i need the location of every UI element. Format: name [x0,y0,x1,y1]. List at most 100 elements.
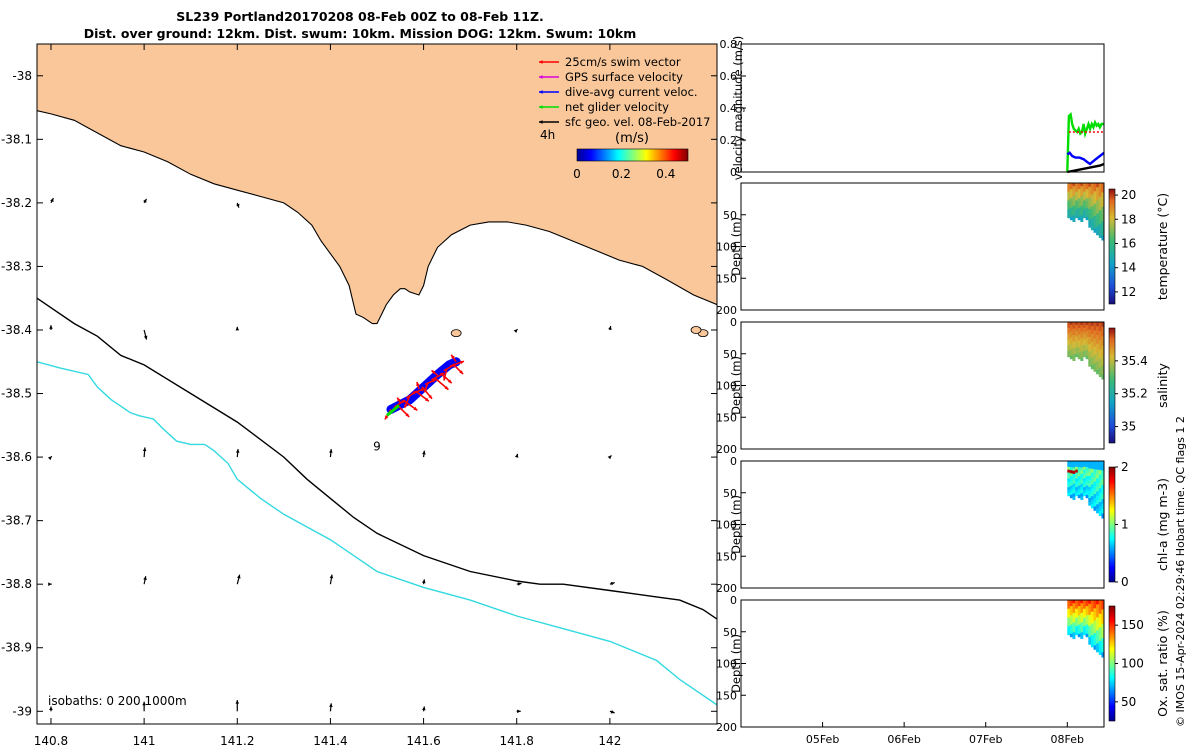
profile-cell [1075,608,1079,612]
profile-cell [1088,603,1092,608]
profile-cell [1083,212,1086,216]
profile-cell [1080,467,1084,471]
profile-cell [1072,470,1076,475]
profile-cell [1072,334,1076,339]
profile-cell [1085,624,1089,628]
profile-cell [1090,190,1094,195]
arrow-head [49,325,53,329]
profile-cell [1072,354,1076,358]
profile-cell [1098,604,1102,610]
swim-vector-arrow [421,386,433,400]
profile-cell [1075,493,1079,497]
arrow-head [513,329,518,333]
profile-cell [1088,472,1092,477]
profile-cell [1080,341,1084,345]
profile-cell [1080,322,1084,326]
geo-velocity-arrow [49,706,53,712]
profile-cell [1083,629,1086,633]
profile-cell [1080,609,1084,614]
profile-cell [1098,631,1102,637]
arrow-head [444,385,449,390]
profile-cell [1077,337,1081,341]
profile-cell [1098,358,1102,364]
profile-cell [1077,355,1081,360]
profile-cell [1075,354,1079,358]
arrow-head [610,710,615,714]
profile-cell [1093,469,1097,474]
profile-cell [1088,475,1092,480]
profile-cell [1067,324,1071,329]
profile-cell [1098,201,1102,207]
map-annotation: 9 [373,440,381,454]
profile-cell [1083,493,1086,497]
arrow-head [421,579,426,584]
geo-velocity-arrow [516,582,522,586]
profile-cell [1090,635,1094,640]
profile-cell [1093,199,1097,204]
profile-cell [1067,487,1071,491]
profile-cell [1072,467,1076,471]
profile-cell [1085,210,1089,214]
arrow-head [428,394,433,399]
profile-cell [1077,183,1081,187]
geo-velocity-arrow [235,700,240,712]
profile-cell [1093,355,1097,360]
profile-cell [1069,189,1073,193]
profile-cell [1067,188,1071,192]
profile-cell [1085,216,1089,221]
profile-cell [1098,372,1102,377]
profile-cell [1085,630,1089,635]
profile-cell [1096,191,1099,197]
geo-velocity-arrow [143,576,147,585]
profile-cell [1085,606,1089,610]
profile-cell [1072,480,1076,484]
profile-cell [1083,345,1086,349]
profile-cell [1072,328,1076,332]
velocity-series-line [1066,111,1104,173]
profile-cell [1098,224,1102,229]
profile-cell [1075,330,1079,334]
profile-cell [1077,198,1081,202]
profile-cell [1093,641,1097,646]
profile-cell [1096,487,1099,492]
profile-cell [1098,609,1102,614]
profile-cell [1083,324,1086,329]
profile-cell [1101,369,1105,375]
profile-cell [1088,633,1092,638]
profile-cell [1072,183,1076,187]
profile-cell [1080,205,1084,210]
profile-cell [1075,215,1079,219]
y-tick-label: -38.5 [1,387,32,401]
profile-cell [1088,625,1092,630]
profile-cell [1098,344,1102,350]
profile-cell [1090,329,1094,334]
profile-cell [1098,210,1102,216]
profile-cell [1093,203,1097,208]
profile-cell [1083,188,1086,192]
profile-cell [1101,225,1105,231]
profile-cell [1075,614,1079,618]
profile-cell [1067,194,1071,198]
profile-cell [1093,612,1097,617]
profile-cell [1088,201,1092,206]
profile-cell [1090,615,1094,620]
y-tick-label: 0 [730,594,737,607]
profile-cell [1080,603,1084,607]
profile-cell [1080,461,1084,465]
isobath-200m [37,297,717,620]
colorbar-tick-label: 14 [1121,261,1136,275]
profile-cell [1080,325,1084,329]
profile-cell [1083,484,1086,488]
profile-cell [1083,185,1086,190]
colorbar-label: chl-a (mg m-3) [1155,478,1170,571]
profile-cell [1069,473,1073,477]
profile-cell [1077,627,1081,631]
profile-cell [1088,640,1092,645]
geo-velocity-arrow [143,329,148,340]
profile-cell [1098,650,1102,655]
profile-cell [1067,611,1071,615]
profile-cell [1075,632,1079,636]
profile-cell [1098,479,1102,485]
profile-cell [1067,626,1071,630]
y-tick-label: 0 [730,316,737,329]
